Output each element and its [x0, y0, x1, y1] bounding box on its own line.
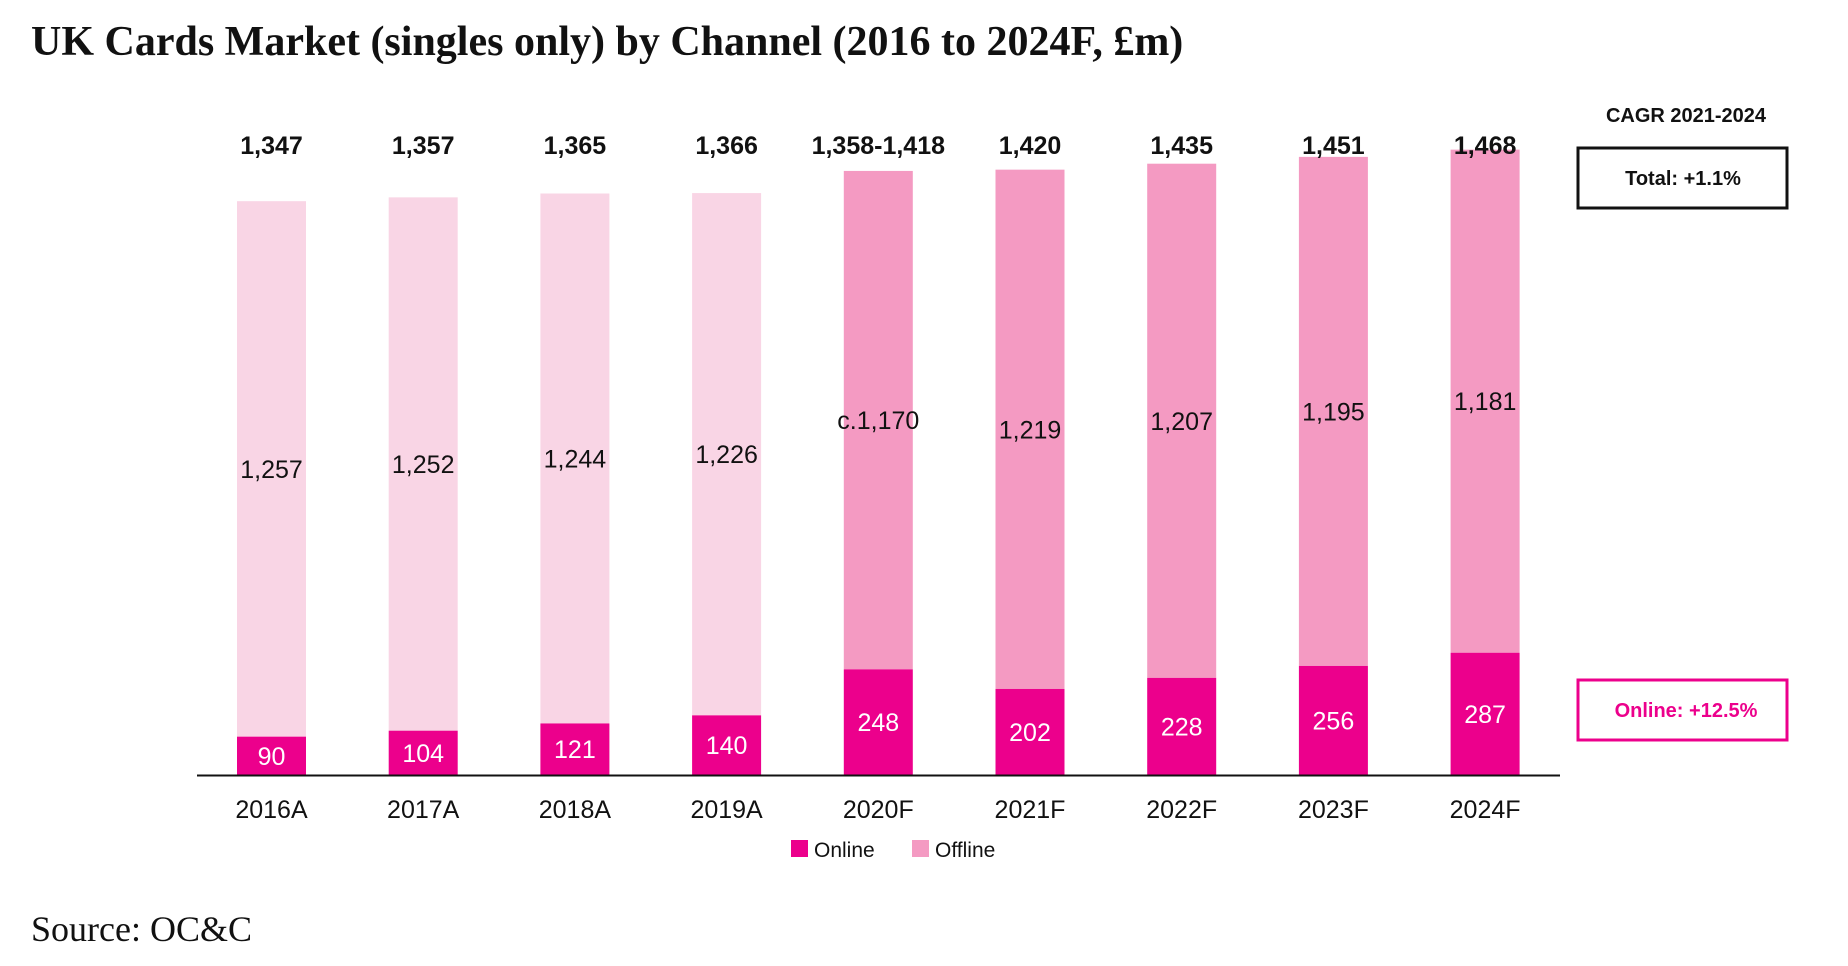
x-tick-label: 2024F	[1450, 796, 1521, 824]
online-value-label: 228	[1161, 713, 1203, 741]
chart-title: UK Cards Market (singles only) by Channe…	[31, 19, 1184, 65]
bar-offline-2018A	[540, 193, 610, 724]
offline-value-label: 1,181	[1454, 388, 1517, 416]
bar-online-2023F	[1298, 665, 1368, 775]
online-value-label: 256	[1313, 707, 1355, 735]
x-tick-label: 2021F	[995, 796, 1066, 824]
total-value-label: 1,451	[1302, 132, 1365, 160]
online-value-label: 90	[258, 743, 286, 771]
offline-value-label: 1,195	[1302, 398, 1365, 426]
cagr-online-label: Online: +12.5%	[1615, 700, 1758, 722]
total-value-label: 1,347	[240, 132, 303, 160]
x-tick-label: 2022F	[1146, 796, 1217, 824]
legend: Online Offline	[791, 839, 995, 862]
online-value-label: 248	[857, 709, 899, 737]
bar-offline-2016A	[237, 201, 306, 737]
bar-offline-2017A	[388, 197, 458, 731]
total-value-label: 1,357	[392, 132, 455, 160]
offline-value-label: 1,252	[392, 451, 455, 479]
x-tick-label: 2023F	[1298, 796, 1369, 824]
offline-value-label: c.1,170	[837, 407, 919, 435]
total-value-label: 1,366	[695, 132, 758, 160]
cagr-panel: CAGR 2021-2024 Total: +1.1% Online: +12.…	[1576, 105, 1789, 742]
bar-offline-2020F	[843, 170, 913, 670]
bar-online-2017A	[388, 730, 458, 775]
cagr-total-box	[1576, 146, 1789, 210]
offline-value-label: 1,257	[240, 456, 303, 484]
offline-value-label: 1,207	[1150, 408, 1213, 436]
total-value-label: 1,420	[999, 132, 1062, 160]
offline-value-label: 1,219	[999, 416, 1062, 444]
offline-value-label: 1,226	[695, 441, 758, 469]
bar-offline-2022F	[1147, 163, 1217, 678]
x-tick-label: 2018A	[539, 796, 612, 824]
cagr-heading: CAGR 2021-2024	[1606, 105, 1767, 127]
bar-offline-2019A	[692, 193, 762, 716]
online-value-label: 140	[706, 732, 748, 760]
total-value-label: 1,468	[1454, 132, 1517, 160]
bar-online-2021F	[995, 688, 1065, 775]
offline-value-label: 1,244	[544, 445, 607, 473]
cagr-online-box	[1576, 678, 1789, 742]
x-tick-label: 2016A	[235, 796, 308, 824]
legend-offline-label: Offline	[935, 839, 995, 862]
x-tick-label: 2020F	[843, 796, 914, 824]
stacked-bar-chart: 90 1,257 1,347 2016A 104 1,252 1,357 2017A 121 1,…	[197, 105, 1789, 862]
legend-online-swatch	[791, 840, 808, 857]
legend-offline-swatch	[912, 840, 929, 857]
total-value-label: 1,435	[1150, 132, 1213, 160]
online-value-label: 202	[1009, 719, 1051, 747]
bar-online-2022F	[1147, 677, 1217, 775]
bar-offline-2023F	[1298, 156, 1368, 666]
x-tick-label: 2017A	[387, 796, 460, 824]
online-value-label: 121	[554, 736, 596, 764]
total-value-label: 1,358-1,418	[812, 132, 946, 160]
x-tick-label: 2019A	[690, 796, 763, 824]
bar-online-2016A	[237, 736, 306, 775]
bar-online-2018A	[540, 723, 610, 775]
bar-online-2024F	[1450, 652, 1520, 775]
bars-group: 90 1,257 1,347 2016A 104 1,252 1,357 2017A 121 1,…	[235, 132, 1520, 824]
online-value-label: 287	[1464, 701, 1506, 729]
bar-offline-2021F	[995, 169, 1065, 689]
legend-online-label: Online	[814, 839, 875, 862]
bar-online-2020F	[843, 669, 913, 775]
bar-online-2019A	[692, 715, 762, 775]
cagr-total-label: Total: +1.1%	[1625, 168, 1741, 190]
online-value-label: 104	[402, 740, 444, 768]
source-note: Source: OC&C	[31, 909, 252, 949]
bar-offline-2024F	[1450, 149, 1520, 653]
total-value-label: 1,365	[544, 132, 607, 160]
